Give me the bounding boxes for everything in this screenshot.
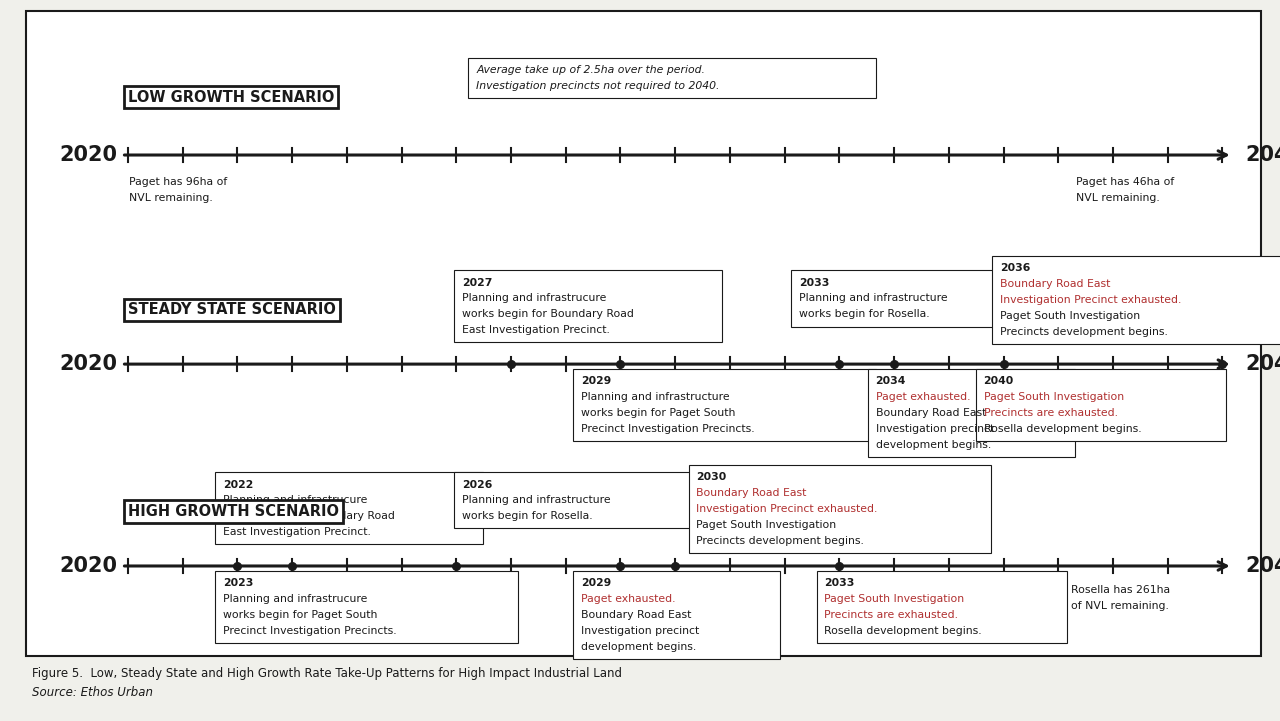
Text: 2034: 2034: [876, 376, 906, 386]
Text: Rosella development begins.: Rosella development begins.: [983, 424, 1142, 434]
Text: Rosella development begins.: Rosella development begins.: [824, 626, 982, 636]
FancyBboxPatch shape: [454, 472, 705, 528]
Text: 2026: 2026: [462, 479, 493, 490]
Text: Planning and infrastrucure: Planning and infrastrucure: [223, 594, 367, 604]
Text: 2023: 2023: [223, 578, 253, 588]
Text: East Investigation Precinct.: East Investigation Precinct.: [223, 527, 371, 537]
FancyBboxPatch shape: [26, 11, 1261, 656]
Text: Paget South Investigation: Paget South Investigation: [983, 392, 1124, 402]
Text: works begin for Paget South: works begin for Paget South: [223, 610, 378, 620]
Text: Planning and infrastructure: Planning and infrastructure: [799, 293, 947, 304]
Text: East Investigation Precinct.: East Investigation Precinct.: [462, 325, 611, 335]
Text: Boundary Road East: Boundary Road East: [876, 408, 986, 418]
FancyBboxPatch shape: [215, 571, 517, 643]
Text: Planning and infrastrucure: Planning and infrastrucure: [223, 495, 367, 505]
Text: 2027: 2027: [462, 278, 493, 288]
Text: Paget South Investigation: Paget South Investigation: [1000, 311, 1139, 321]
Text: 2022: 2022: [223, 479, 253, 490]
Text: 2040: 2040: [1245, 145, 1280, 165]
Text: works begin for Rosella.: works begin for Rosella.: [799, 309, 929, 319]
Text: Paget has 96ha of: Paget has 96ha of: [129, 177, 228, 187]
FancyBboxPatch shape: [791, 270, 1042, 327]
Text: Paget has 46ha of: Paget has 46ha of: [1075, 177, 1174, 187]
Text: Precinct Investigation Precincts.: Precinct Investigation Precincts.: [581, 424, 755, 434]
Text: 2036: 2036: [1000, 263, 1030, 273]
Text: HIGH GROWTH SCENARIO: HIGH GROWTH SCENARIO: [128, 504, 339, 519]
Text: Planning and infrastructure: Planning and infrastructure: [581, 392, 730, 402]
Text: development begins.: development begins.: [876, 440, 991, 450]
FancyBboxPatch shape: [573, 369, 876, 441]
Text: Investigation precinct: Investigation precinct: [581, 626, 699, 636]
Text: 2020: 2020: [60, 556, 118, 576]
Text: Paget South Investigation: Paget South Investigation: [824, 594, 964, 604]
FancyBboxPatch shape: [468, 58, 876, 98]
Text: Investigation Precinct exhausted.: Investigation Precinct exhausted.: [696, 504, 878, 514]
Text: 2033: 2033: [799, 278, 829, 288]
Text: STEADY STATE SCENARIO: STEADY STATE SCENARIO: [128, 302, 335, 317]
Text: 2020: 2020: [60, 354, 118, 374]
Text: NVL remaining.: NVL remaining.: [129, 193, 212, 203]
FancyBboxPatch shape: [689, 465, 991, 553]
Text: Rosella has 261ha: Rosella has 261ha: [1070, 585, 1170, 596]
Text: of NVL remaining.: of NVL remaining.: [1070, 601, 1169, 611]
Text: Paget South Investigation: Paget South Investigation: [696, 520, 836, 530]
Text: Precincts are exhausted.: Precincts are exhausted.: [983, 408, 1117, 418]
FancyBboxPatch shape: [215, 472, 483, 544]
Text: 2030: 2030: [696, 472, 727, 482]
Text: Source: Ethos Urban: Source: Ethos Urban: [32, 686, 154, 699]
Text: Precincts development begins.: Precincts development begins.: [696, 536, 864, 546]
Text: Boundary Road East: Boundary Road East: [696, 488, 806, 498]
Text: NVL remaining.: NVL remaining.: [1075, 193, 1160, 203]
Text: works begin for Boundary Road: works begin for Boundary Road: [223, 511, 394, 521]
FancyBboxPatch shape: [975, 369, 1226, 441]
Text: 2040: 2040: [1245, 354, 1280, 374]
FancyBboxPatch shape: [454, 270, 722, 342]
Text: development begins.: development begins.: [581, 642, 696, 652]
Text: LOW GROWTH SCENARIO: LOW GROWTH SCENARIO: [128, 89, 334, 105]
FancyBboxPatch shape: [992, 256, 1280, 344]
Text: 2040: 2040: [1245, 556, 1280, 576]
Text: Investigation precincts not required to 2040.: Investigation precincts not required to …: [476, 81, 719, 91]
Text: Average take up of 2.5ha over the period.: Average take up of 2.5ha over the period…: [476, 65, 705, 75]
Text: Paget exhausted.: Paget exhausted.: [876, 392, 970, 402]
Text: 2029: 2029: [581, 376, 612, 386]
Text: works begin for Boundary Road: works begin for Boundary Road: [462, 309, 634, 319]
Text: Precincts are exhausted.: Precincts are exhausted.: [824, 610, 959, 620]
Text: Figure 5.  Low, Steady State and High Growth Rate Take-Up Patterns for High Impa: Figure 5. Low, Steady State and High Gro…: [32, 667, 622, 680]
Text: Planning and infrastrucure: Planning and infrastrucure: [462, 293, 607, 304]
Text: 2033: 2033: [824, 578, 855, 588]
Text: 2020: 2020: [60, 145, 118, 165]
Text: Investigation Precinct exhausted.: Investigation Precinct exhausted.: [1000, 295, 1181, 305]
Text: 2040: 2040: [983, 376, 1014, 386]
Text: Precinct Investigation Precincts.: Precinct Investigation Precincts.: [223, 626, 397, 636]
Text: Boundary Road East: Boundary Road East: [581, 610, 691, 620]
Text: Paget exhausted.: Paget exhausted.: [581, 594, 676, 604]
FancyBboxPatch shape: [573, 571, 781, 659]
FancyBboxPatch shape: [868, 369, 1075, 457]
Text: Planning and infrastructure: Planning and infrastructure: [462, 495, 611, 505]
Text: works begin for Rosella.: works begin for Rosella.: [462, 511, 593, 521]
FancyBboxPatch shape: [817, 571, 1068, 643]
Text: Boundary Road East: Boundary Road East: [1000, 279, 1110, 289]
Text: works begin for Paget South: works begin for Paget South: [581, 408, 736, 418]
Text: Precincts development begins.: Precincts development begins.: [1000, 327, 1167, 337]
Text: Investigation precinct: Investigation precinct: [876, 424, 993, 434]
Text: 2029: 2029: [581, 578, 612, 588]
